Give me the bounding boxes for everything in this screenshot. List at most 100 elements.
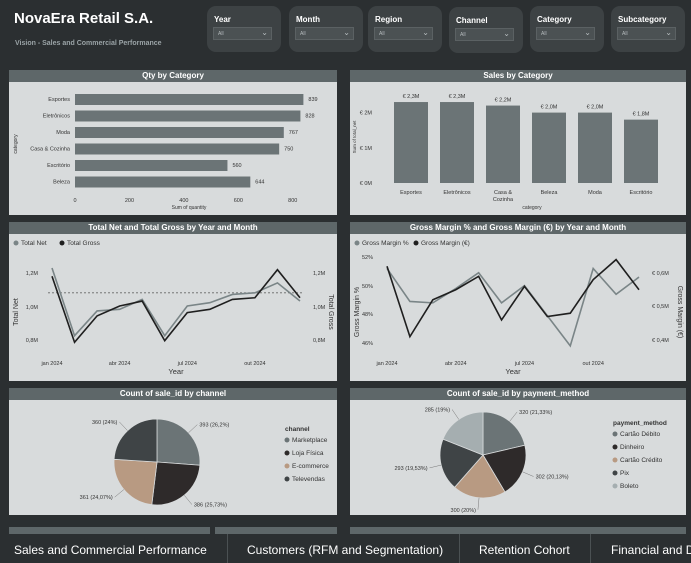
data-label: 293 (19,53%): [395, 466, 428, 472]
data-label: € 2,0M: [541, 105, 558, 111]
data-label: 285 (19%): [425, 408, 451, 414]
legend-label: Total Gross: [67, 240, 101, 247]
slicer-value: All: [300, 31, 306, 37]
leader-line: [184, 495, 193, 505]
y-tick-label: 1,2M: [26, 271, 39, 277]
y-axis-label: category: [13, 134, 19, 154]
sales-by-category-panel[interactable]: Sales by Category € 2M € 1M € 0M € 2,3M Espo…: [350, 70, 686, 215]
partial-panel-strip: [350, 527, 686, 534]
partial-panel-strip: [9, 527, 210, 534]
y-tick-label: € 0M: [360, 181, 373, 187]
category-tick-label: Casa & Cozinha: [30, 147, 71, 153]
data-label: 560: [232, 163, 241, 169]
slicer-dropdown[interactable]: All ⌄: [455, 28, 514, 41]
slicer-label: Subcategory: [618, 15, 667, 24]
leader-line: [429, 464, 442, 469]
legend-marker: [612, 483, 618, 489]
channel-pie-panel[interactable]: Count of sale_id by channel 393 (26,2%) 3…: [9, 388, 337, 515]
series-line: [51, 267, 301, 338]
leader-line: [522, 471, 534, 477]
bar: [440, 102, 474, 183]
bar: [75, 127, 284, 138]
data-label: 360 (24%): [92, 420, 118, 426]
bar: [75, 160, 228, 171]
slicer-dropdown[interactable]: All ⌄: [213, 27, 272, 40]
chevron-down-icon: ⌄: [665, 28, 672, 37]
x-tick-label: abr 2024: [445, 361, 467, 367]
payment-pie-panel[interactable]: Count of sale_id by payment_method 320 (…: [350, 388, 686, 515]
bar: [75, 143, 280, 155]
y-tick-label-right: 1,2M: [313, 271, 326, 277]
slicer-dropdown[interactable]: All ⌄: [295, 27, 354, 40]
legend-label: Total Net: [21, 240, 47, 247]
x-axis-label: Year: [168, 367, 184, 376]
x-tick-label: Escritório: [630, 190, 653, 196]
slicer-subcategory[interactable]: Subcategory All ⌄: [611, 6, 685, 52]
slicer-month[interactable]: Month All ⌄: [289, 6, 363, 52]
y-tick-label: 48%: [362, 312, 373, 318]
chart-title: Qty by Category: [9, 70, 337, 82]
legend-marker: [284, 463, 290, 469]
chevron-down-icon: ⌄: [343, 28, 350, 37]
slicer-year[interactable]: Year All ⌄: [207, 6, 281, 52]
net-gross-chart[interactable]: Total Net Total Gross 1,2M 1,0M 0,8M 1,2M 1,0M…: [9, 234, 337, 381]
tab-customers[interactable]: Customers (RFM and Segmentation): [247, 543, 444, 557]
legend-marker: [284, 450, 290, 456]
y-axis-label: Gross Margin %: [354, 287, 361, 337]
x-tick-label: abr 2024: [109, 361, 131, 367]
x-tick-label: 0: [73, 198, 76, 204]
y-axis-label: Sum of total_net: [352, 120, 357, 154]
leader-line: [451, 409, 460, 420]
data-label: 828: [305, 114, 314, 120]
chevron-down-icon: ⌄: [422, 28, 429, 37]
channel-pie-chart[interactable]: 393 (26,2%) 386 (25,73%) 361 (24,07%) 360 (…: [9, 400, 337, 515]
legend-label: Pix: [620, 470, 630, 477]
y-tick-label-right: € 0,5M: [652, 304, 669, 310]
data-label: € 2,2M: [495, 98, 512, 104]
x-tick-label: jul 2024: [514, 361, 534, 367]
slicer-category[interactable]: Category All ⌄: [530, 6, 604, 52]
legend-marker: [612, 457, 618, 463]
slicer-label: Year: [214, 15, 231, 24]
y-tick-label: 50%: [362, 284, 373, 290]
tab-financial[interactable]: Financial and D: [611, 543, 691, 557]
bar: [75, 94, 304, 105]
sales-by-category-chart[interactable]: € 2M € 1M € 0M € 2,3M Esportes € 2,3M Eletrôni…: [350, 82, 686, 215]
category-tick-label: Beleza: [53, 180, 71, 186]
legend-label: Cartão Débito: [620, 431, 660, 438]
legend-label: Marketplace: [292, 437, 328, 444]
legend-marker: [612, 431, 618, 437]
y-tick-label: 52%: [362, 255, 373, 261]
x-axis-label: Sum of quantity: [172, 205, 207, 211]
net-gross-panel[interactable]: Total Net and Total Gross by Year and Mo…: [9, 222, 337, 381]
page-tabs: Sales and Commercial Performance Custome…: [0, 534, 691, 563]
tab-retention-cohort[interactable]: Retention Cohort: [479, 543, 570, 557]
gross-margin-chart[interactable]: Gross Margin % Gross Margin (€) 52% 50% 48% 4…: [350, 234, 686, 381]
slicer-value: All: [622, 31, 628, 37]
x-tick-label: 600: [234, 198, 243, 204]
leader-line: [114, 489, 125, 498]
pie-slice: [151, 461, 201, 506]
data-label: 302 (20,13%): [536, 475, 569, 481]
slicer-dropdown[interactable]: All ⌄: [374, 27, 433, 40]
data-label: € 2,3M: [403, 94, 420, 100]
x-tick-label: jan 2024: [40, 361, 62, 367]
gross-margin-panel[interactable]: Gross Margin % and Gross Margin (€) by Y…: [350, 222, 686, 381]
qty-by-category-panel[interactable]: Qty by Category Esportes 839 Eletrônicos 82…: [9, 70, 337, 215]
slicer-dropdown[interactable]: All ⌄: [617, 27, 676, 40]
category-tick-label: Escritório: [47, 163, 70, 169]
payment-pie-chart[interactable]: 320 (21,33%) 302 (20,13%) 300 (20%) 293 (19…: [350, 400, 686, 515]
y-tick-label: 0,8M: [26, 338, 39, 344]
x-tick-label: out 2024: [244, 361, 265, 367]
slicer-dropdown[interactable]: All ⌄: [536, 27, 595, 40]
chart-title: Count of sale_id by payment_method: [350, 388, 686, 400]
bar: [532, 112, 566, 183]
data-label: 767: [289, 130, 298, 136]
x-axis-label: category: [522, 205, 542, 211]
legend-marker: [413, 240, 419, 246]
qty-by-category-chart[interactable]: Esportes 839 Eletrônicos 828 Moda 767 Casa & C…: [9, 82, 337, 215]
slicer-label: Category: [537, 15, 572, 24]
slicer-region[interactable]: Region All ⌄: [368, 6, 442, 52]
slicer-channel[interactable]: Channel All ⌄: [449, 7, 523, 53]
tab-sales-performance[interactable]: Sales and Commercial Performance: [14, 543, 207, 557]
